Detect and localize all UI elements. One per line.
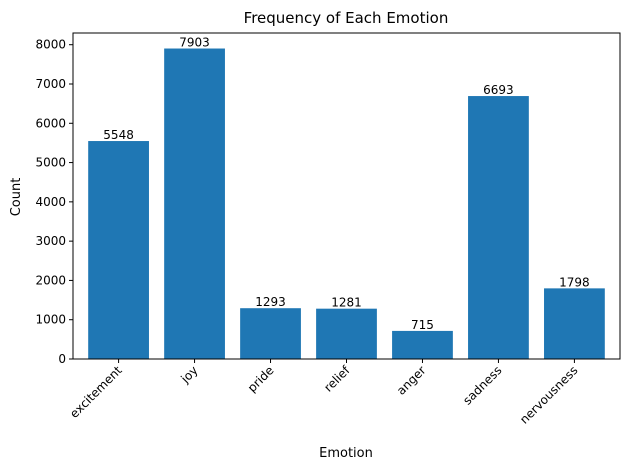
- bar-nervousness: [544, 288, 605, 359]
- y-tick-label: 6000: [35, 116, 66, 130]
- y-tick-label: 8000: [35, 38, 66, 52]
- y-tick-label: 0: [58, 352, 66, 366]
- y-tick-label: 4000: [35, 195, 66, 209]
- chart-title: Frequency of Each Emotion: [244, 9, 449, 27]
- bar-excitement: [88, 141, 149, 359]
- x-tick-label-sadness: sadness: [460, 363, 504, 407]
- bar-anger: [392, 330, 453, 359]
- data-label-sadness: 6693: [483, 83, 514, 97]
- bar-joy: [164, 48, 225, 360]
- data-labels-group: 5548 7903 1293 1281 715 6693 1798: [103, 36, 589, 332]
- plot-spines: [72, 32, 621, 360]
- x-tick-label-nervousness: nervousness: [517, 363, 580, 426]
- x-tick-label-relief: relief: [321, 363, 353, 395]
- data-label-anger: 715: [411, 318, 434, 332]
- data-label-relief: 1281: [331, 296, 362, 310]
- x-tick-label-joy: joy: [177, 363, 200, 386]
- data-label-pride: 1293: [255, 295, 286, 309]
- x-tick-label-pride: pride: [245, 363, 277, 395]
- data-label-excitement: 5548: [103, 128, 134, 142]
- bar-relief: [316, 308, 377, 359]
- x-tick-label-excitement: excitement: [67, 363, 125, 421]
- bar-pride: [240, 308, 301, 359]
- x-axis: excitement joy pride relief anger sadness nerv…: [67, 359, 581, 427]
- y-axis: 0 1000 2000 3000 4000 5000 6000 7000 8000: [35, 38, 73, 366]
- y-tick-label: 3000: [35, 234, 66, 248]
- x-axis-label: Emotion: [319, 446, 373, 461]
- y-axis-label: Count: [9, 178, 24, 217]
- bar-sadness: [468, 96, 529, 359]
- y-tick-label: 7000: [35, 77, 66, 91]
- y-tick-label: 1000: [35, 313, 66, 327]
- y-tick-label: 5000: [35, 156, 66, 170]
- data-label-nervousness: 1798: [559, 275, 590, 289]
- bars-group: [88, 48, 605, 360]
- y-tick-label: 2000: [35, 273, 66, 287]
- x-tick-label-anger: anger: [394, 363, 429, 398]
- plot-frame: [72, 32, 621, 360]
- data-label-joy: 7903: [179, 36, 210, 50]
